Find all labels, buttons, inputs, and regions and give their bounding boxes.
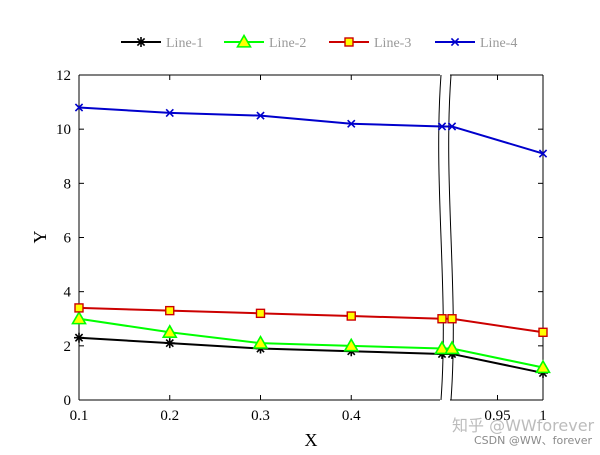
y-tick-label: 4 [64, 285, 72, 301]
data-point [447, 122, 457, 131]
series-line-4 [74, 103, 548, 158]
data-point [535, 359, 551, 374]
x-tick-label: 0.95 [484, 408, 510, 424]
data-point [161, 324, 178, 338]
data-point [444, 340, 460, 355]
legend-label: Line-4 [480, 36, 517, 51]
legend-item-line-4: Line-4 [435, 36, 517, 51]
data-point [538, 149, 548, 158]
series-line-2 [71, 310, 551, 374]
series-line [78, 106, 544, 155]
watermark-zhihu: 知乎 @WWforever [452, 416, 595, 435]
data-point [538, 327, 548, 337]
data-point [165, 305, 175, 316]
data-point [165, 108, 174, 118]
data-point [164, 338, 175, 349]
legend-marker [136, 37, 146, 47]
data-point [255, 308, 266, 319]
y-tick-label: 8 [64, 176, 72, 192]
data-point [343, 337, 360, 352]
series-line [78, 317, 544, 369]
legend: Line-1 Line-2 Line-3 Line-4 [121, 33, 517, 51]
legend-item-line-2: Line-2 [224, 33, 306, 51]
y-tick-label: 2 [64, 339, 72, 355]
x-tick-label: 0.1 [70, 408, 89, 424]
y-tick-label: 0 [64, 393, 72, 409]
data-point [74, 303, 84, 313]
legend-item-line-3: Line-3 [329, 36, 411, 51]
legend-label: Line-2 [269, 36, 306, 51]
data-point [252, 335, 269, 349]
legend-label: Line-1 [166, 36, 203, 51]
y-axis-label: Y [30, 231, 50, 244]
plot-axes [78, 74, 544, 401]
legend-marker [236, 33, 252, 48]
tick-labels: 0 2 4 6 8 10 12 0.1 0.2 0.3 0.4 0.95 1 [56, 68, 547, 424]
y-tick-label: 12 [56, 68, 71, 84]
data-point [434, 340, 450, 355]
data-point [71, 310, 87, 325]
series-layer [71, 103, 551, 378]
watermark-csdn: CSDN @WW、forever [474, 434, 593, 447]
data-point [74, 332, 84, 343]
data-point [346, 311, 356, 321]
data-point [347, 119, 356, 128]
legend-marker [344, 37, 354, 47]
data-point [437, 122, 447, 131]
data-point [74, 103, 84, 112]
x-tick-label: 0.3 [251, 408, 270, 424]
x-tick-label: 0.2 [160, 408, 179, 424]
legend-label: Line-3 [374, 36, 411, 51]
series-line-1 [74, 332, 548, 378]
x-axis-label: X [305, 430, 318, 450]
data-point [437, 314, 447, 324]
y-tick-label: 6 [64, 231, 72, 247]
data-point [256, 111, 265, 120]
data-point [447, 314, 457, 324]
legend-item-line-1: Line-1 [121, 36, 203, 51]
series-line [78, 336, 544, 374]
legend-marker [450, 37, 460, 47]
x-tick-label: 1 [539, 408, 547, 424]
series-line-3 [74, 303, 548, 337]
axis-break-left [438, 74, 444, 401]
x-tick-label: 0.4 [342, 408, 361, 424]
y-tick-label: 10 [56, 122, 71, 138]
axis-break-right [448, 74, 454, 401]
